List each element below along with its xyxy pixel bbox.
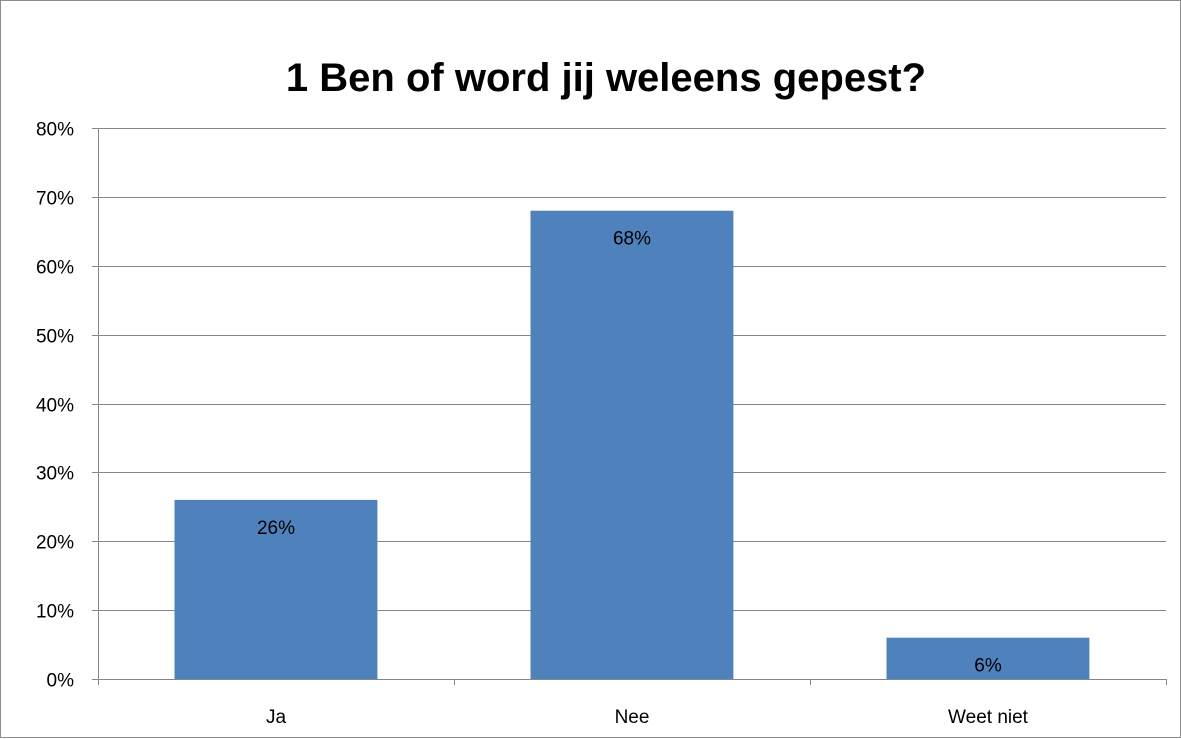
y-tick-label: 80% xyxy=(36,120,74,141)
bars xyxy=(174,210,1090,679)
bar-nee xyxy=(530,210,734,679)
y-tick-label: 10% xyxy=(36,602,74,623)
y-tick-label: 40% xyxy=(36,396,74,417)
data-label: 26% xyxy=(257,518,295,539)
y-tick-label: 60% xyxy=(36,258,74,279)
y-tick-label: 30% xyxy=(36,464,74,485)
data-label: 6% xyxy=(974,656,1002,677)
x-tick-label: Weet niet xyxy=(948,707,1029,728)
y-tick-label: 0% xyxy=(47,671,75,692)
bar-weet-niet xyxy=(886,637,1090,679)
y-tick-label: 70% xyxy=(36,189,74,210)
y-axis-tick-labels: 0% 10% 20% 30% 40% 50% 60% 70% 80% xyxy=(36,120,74,692)
data-label: 68% xyxy=(613,229,651,250)
bar-ja xyxy=(174,499,378,679)
chart-title: 1 Ben of word jij weleens gepest? xyxy=(286,56,926,100)
data-labels: 26% 68% 6% xyxy=(257,229,1002,677)
x-tick-label: Ja xyxy=(266,707,287,728)
y-tick-label: 50% xyxy=(36,327,74,348)
x-axis-tick-labels: Ja Nee Weet niet xyxy=(266,707,1029,728)
x-tick-label: Nee xyxy=(615,707,650,728)
y-tick-label: 20% xyxy=(36,533,74,554)
